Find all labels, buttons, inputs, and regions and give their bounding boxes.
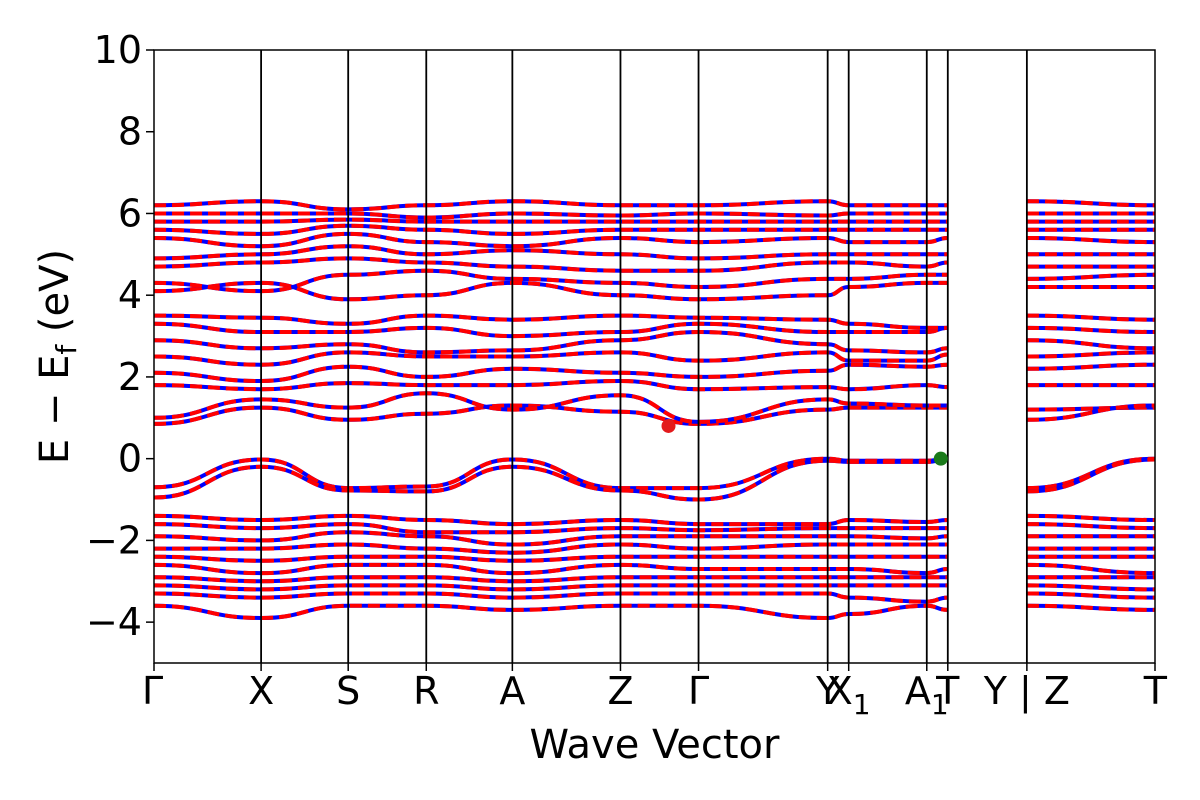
y-axis-ticks: 10 8 6 4 2 0 −2 −4	[86, 28, 154, 644]
conduction-band-11-red	[153, 256, 1155, 273]
valence-band-7-red	[153, 554, 1155, 563]
valence-band-4-red	[153, 522, 1156, 535]
conduction-band-3-red	[153, 378, 1155, 392]
x-tick-label: R	[413, 669, 439, 713]
conduction-band-16-red	[154, 211, 1155, 220]
x-tick-label: Γ	[142, 669, 163, 713]
conduction-band-7-red	[153, 321, 1156, 339]
conduction-band-13-red	[153, 231, 1156, 249]
y-tick-label: −2	[86, 518, 142, 562]
band-edge-marker-2	[933, 451, 948, 466]
y-axis-title-subscript: f	[50, 344, 83, 355]
x-tick-label: Z	[607, 669, 633, 713]
valence-band-5-red	[153, 530, 1155, 547]
conduction-band-1-red	[153, 403, 1156, 426]
x-tick-label-subscript: 1	[931, 688, 949, 721]
conduction-band-15-red	[154, 217, 1155, 224]
valence-band-1-blue	[153, 456, 1156, 491]
x-tick-label: T	[935, 669, 960, 713]
band-lines	[153, 199, 1156, 621]
plot-frame	[153, 49, 1156, 664]
valence-band-12-red	[153, 603, 1156, 621]
y-tick-label: −4	[86, 600, 142, 644]
conduction-band-10-red	[153, 268, 1156, 294]
y-tick-label: 6	[118, 191, 142, 235]
x-tick-label: Γ	[688, 669, 709, 713]
conduction-band-6-blue	[153, 329, 1156, 355]
valence-band-9-red	[153, 575, 1155, 584]
valence-band-2-blue	[153, 457, 1156, 502]
x-tick-label: X	[248, 669, 274, 713]
conduction-band-9-red	[153, 280, 1155, 302]
x-tick-label: Y	[815, 669, 840, 713]
conduction-band-4-red	[153, 362, 1156, 384]
x-tick-label: Y | Z	[983, 669, 1070, 714]
conduction-band-12-red	[153, 244, 1155, 261]
x-tick-label: S	[336, 669, 360, 713]
x-axis-title: Wave Vector	[530, 722, 781, 768]
conduction-band-17-red	[153, 199, 1156, 212]
valence-band-6-red	[154, 542, 1155, 555]
y-tick-label: 4	[118, 273, 142, 317]
conduction-band-7-blue	[153, 321, 1156, 339]
y-axis-title-main: E − E	[32, 355, 78, 465]
band-edge-markers	[661, 418, 948, 466]
y-axis-title: E − Ef (eV)	[32, 249, 83, 464]
high-symmetry-lines	[260, 50, 1028, 663]
y-tick-label: 8	[118, 110, 142, 154]
x-tick-label: X1	[827, 669, 871, 721]
x-tick-label-subscript: 1	[853, 688, 871, 721]
x-tick-label: A	[499, 669, 525, 713]
y-tick-label: 0	[118, 437, 142, 481]
y-tick-label: 10	[94, 28, 142, 72]
y-axis-title-unit: (eV)	[32, 249, 78, 345]
valence-band-10-red	[153, 583, 1156, 592]
band-edge-marker-1	[661, 418, 676, 433]
valence-band-8-red	[153, 562, 1156, 576]
conduction-band-8-red	[153, 313, 1156, 330]
y-tick-label: 2	[118, 355, 142, 399]
conduction-band-5-red	[153, 350, 1156, 367]
conduction-band-14-red	[153, 223, 1155, 236]
valence-band-3-red	[153, 513, 1156, 527]
conduction-band-6-red	[153, 329, 1156, 355]
x-tick-label: T	[1143, 669, 1168, 713]
conduction-band-10-blue	[153, 268, 1156, 294]
valence-band-11-red	[153, 591, 1156, 604]
